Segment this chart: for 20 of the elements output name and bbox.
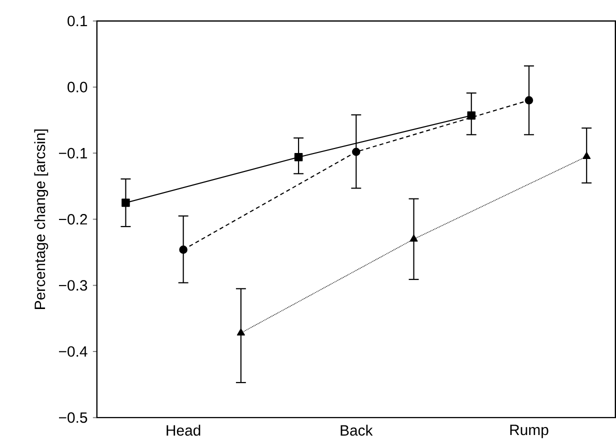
point: [294, 153, 303, 162]
x-tick-label: Back: [340, 424, 373, 436]
x-tick-label: Rump: [510, 424, 548, 438]
y-tick-label: −0.5: [59, 412, 88, 424]
y-tick-label: −0.4: [59, 346, 88, 357]
point: [236, 328, 245, 336]
point: [352, 148, 360, 156]
y-axis-title: Percentage change [arcsin]: [34, 130, 48, 310]
y-tick-label: −0.3: [59, 280, 88, 291]
y-tick-label: 0.0: [68, 82, 88, 93]
point: [179, 246, 188, 254]
y-tick-label: −0.1: [59, 148, 88, 159]
point: [582, 152, 591, 160]
point: [122, 198, 130, 208]
x-tick-label: Head: [166, 424, 200, 436]
point: [410, 234, 418, 242]
y-tick-label: 0.1: [68, 16, 88, 26]
point: [524, 96, 534, 105]
point: [467, 112, 476, 120]
y-tick-label: −0.2: [59, 214, 88, 225]
